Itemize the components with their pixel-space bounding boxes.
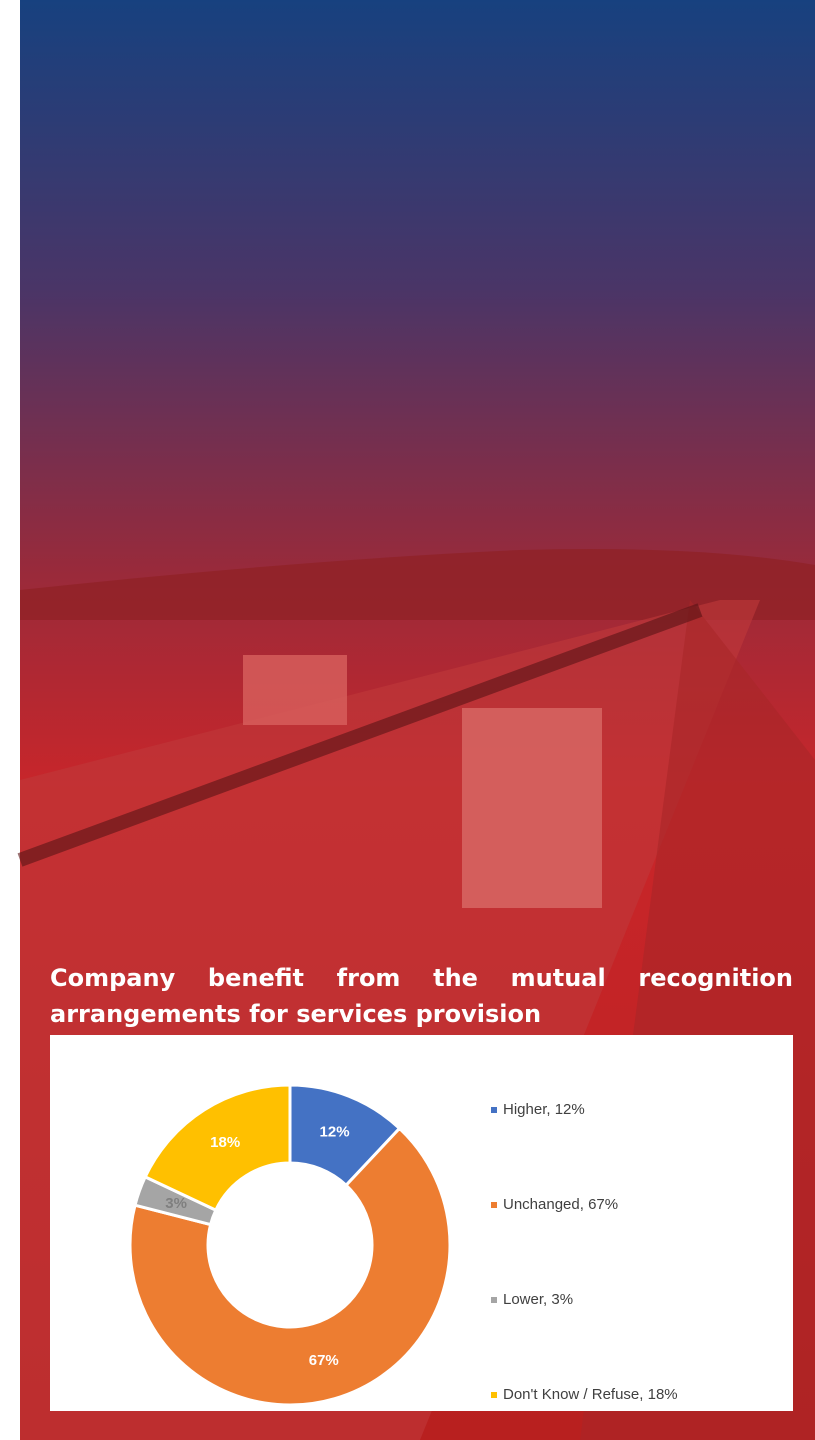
data-label: 3% bbox=[165, 1195, 187, 1212]
donut-segment bbox=[128, 1126, 452, 1407]
chart-title: Company benefit from the mutual recognit… bbox=[50, 964, 793, 1028]
chart-card: 12% 67% 3% 18% Higher, 12% Unchanged, 67% Lowe… bbox=[50, 1035, 793, 1411]
legend-label: Lower, 3% bbox=[503, 1291, 573, 1308]
legend-label: Unchanged, 67% bbox=[503, 1196, 618, 1213]
data-label: 18% bbox=[210, 1134, 240, 1151]
donut-segment bbox=[143, 1083, 292, 1213]
legend-marker bbox=[491, 1107, 497, 1113]
data-label: 67% bbox=[309, 1352, 339, 1369]
legend-label: Don't Know / Refuse, 18% bbox=[503, 1386, 678, 1403]
legend-label: Higher, 12% bbox=[503, 1101, 585, 1118]
legend-marker bbox=[491, 1392, 497, 1398]
chart: 12% 67% 3% 18% Higher, 12% Unchanged, 67% Lowe… bbox=[128, 1083, 678, 1407]
legend-marker bbox=[491, 1202, 497, 1208]
data-label: 12% bbox=[320, 1123, 350, 1140]
legend-marker bbox=[491, 1297, 497, 1303]
